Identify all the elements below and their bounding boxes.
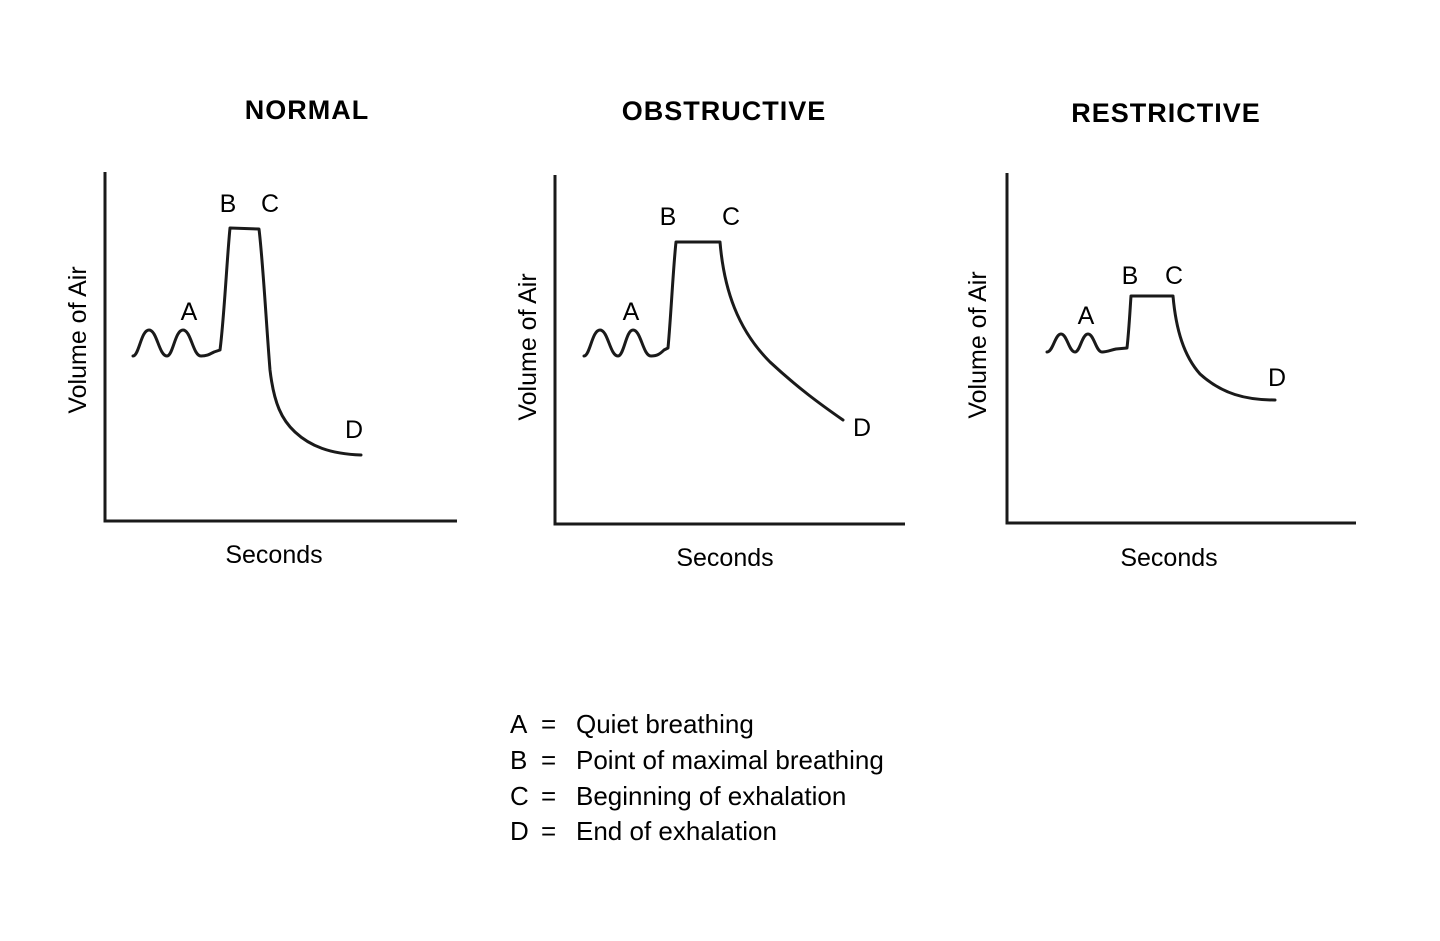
legend-key: C: [510, 781, 529, 811]
axes-obstructive: [553, 175, 905, 526]
point-label-b-restrictive: B: [1122, 262, 1139, 290]
panel-title-obstructive: OBSTRUCTIVE: [622, 96, 827, 126]
legend-item-b: B = Point of maximal breathing: [510, 745, 884, 775]
legend-item-a: A = Quiet breathing: [510, 709, 754, 739]
x-axis-label-normal: Seconds: [225, 541, 322, 569]
panel-title-restrictive: RESTRICTIVE: [1071, 98, 1261, 128]
point-label-c-restrictive: C: [1165, 262, 1183, 290]
panel-normal: NORMAL Seconds Volume of Air A B C D: [64, 95, 457, 569]
panel-title-normal: NORMAL: [245, 95, 369, 125]
x-axis-label-restrictive: Seconds: [1120, 544, 1217, 572]
legend-separator: =: [541, 745, 556, 775]
volume-trace-obstructive: [582, 240, 845, 422]
x-axis-label-obstructive: Seconds: [676, 544, 773, 572]
volume-trace-restrictive: [1045, 294, 1277, 402]
legend-separator: =: [541, 709, 556, 739]
legend-key: A: [510, 709, 528, 739]
panel-obstructive: OBSTRUCTIVE Seconds Volume of Air A B C …: [514, 96, 905, 572]
y-axis-label-normal: Volume of Air: [64, 266, 92, 413]
point-label-b-normal: B: [220, 190, 237, 218]
legend-text: End of exhalation: [576, 816, 777, 846]
axes-restrictive: [1005, 173, 1356, 525]
legend-key: B: [510, 745, 527, 775]
point-label-a-obstructive: A: [623, 298, 640, 326]
y-axis-label-restrictive: Volume of Air: [964, 271, 992, 418]
point-label-b-obstructive: B: [660, 203, 677, 231]
point-label-c-normal: C: [261, 190, 279, 218]
legend-item-d: D = End of exhalation: [510, 816, 777, 846]
legend-text: Beginning of exhalation: [576, 781, 846, 811]
legend-key: D: [510, 816, 529, 846]
legend-text: Point of maximal breathing: [576, 745, 884, 775]
y-axis-label-obstructive: Volume of Air: [514, 273, 542, 420]
point-label-d-normal: D: [345, 416, 363, 444]
volume-trace-normal: [131, 226, 363, 457]
point-label-c-obstructive: C: [722, 203, 740, 231]
point-label-d-obstructive: D: [853, 414, 871, 442]
point-label-a-normal: A: [181, 298, 198, 326]
legend-item-c: C = Beginning of exhalation: [510, 781, 846, 811]
legend-separator: =: [541, 816, 556, 846]
point-label-a-restrictive: A: [1078, 302, 1095, 330]
legend: A = Quiet breathing B = Point of maximal…: [510, 709, 884, 846]
axes-normal: [103, 172, 457, 523]
point-label-d-restrictive: D: [1268, 364, 1286, 392]
legend-separator: =: [541, 781, 556, 811]
panel-restrictive: RESTRICTIVE Seconds Volume of Air A B C …: [964, 98, 1356, 572]
legend-text: Quiet breathing: [576, 709, 754, 739]
